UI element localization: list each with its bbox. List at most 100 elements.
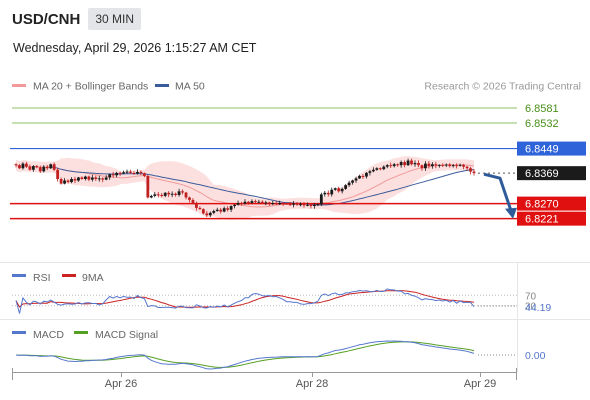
candle-body [195, 203, 198, 208]
last-price-tag [517, 166, 586, 181]
candle-body [424, 163, 427, 169]
interval-badge[interactable]: 30 MIN [88, 8, 142, 30]
candle-body [358, 175, 361, 179]
candle-body [451, 165, 455, 167]
candle-body [94, 177, 98, 179]
rsi-reference-label: 70 [525, 291, 537, 302]
candle-body [254, 201, 257, 203]
candle-body [83, 176, 87, 179]
candle-body [153, 194, 157, 196]
candle-body [21, 163, 25, 169]
candle-body [87, 176, 91, 180]
time-tick-label: Apr 28 [296, 378, 328, 390]
header-row: USD/CNH 30 MIN [12, 8, 142, 30]
candle-body [212, 210, 216, 213]
candle-body [340, 188, 344, 192]
candle-body [330, 189, 334, 195]
macd-legend-swatch [12, 331, 26, 334]
ma20-legend-swatch [12, 84, 26, 87]
candle-body [444, 164, 448, 166]
rsi-ma-line [15, 290, 475, 308]
candle-body [132, 172, 136, 174]
candle-body [129, 171, 132, 173]
last-price-label: 6.8369 [525, 168, 559, 180]
candle-body [347, 182, 351, 186]
candle-body [240, 202, 243, 204]
candle-body [28, 166, 32, 170]
candle-body [392, 164, 396, 167]
candle-body [201, 209, 205, 214]
level-label-green: 6.8532 [525, 118, 559, 130]
candle-body [66, 180, 70, 183]
candle-body [326, 192, 330, 195]
candle-body [52, 164, 56, 170]
candle-body [49, 164, 53, 169]
candle-body [437, 164, 441, 166]
candle-body [18, 165, 21, 169]
ma20-legend-label: MA 20 + Bollinger Bands [33, 81, 148, 93]
candle-body [285, 203, 289, 205]
candle-body [181, 191, 184, 193]
candle-body [139, 171, 143, 174]
candle-body [125, 171, 129, 173]
candle-body [243, 201, 247, 204]
candle-body [122, 172, 125, 174]
candle-body [465, 166, 469, 169]
candle-body [215, 209, 219, 211]
candle-body [191, 199, 195, 204]
candle-body [354, 178, 358, 181]
candle-body [31, 166, 35, 170]
candle-body [90, 177, 94, 180]
candle-body [413, 163, 417, 165]
candle-body [368, 171, 372, 173]
pivot-label: 6.8449 [525, 144, 559, 156]
candle-body [458, 164, 462, 166]
ma50-legend-swatch [155, 84, 169, 87]
credit-text: Research © 2026 Trading Central [424, 81, 581, 93]
candle-body [337, 188, 341, 192]
candle-body [118, 172, 122, 174]
candle-body [219, 209, 223, 212]
candle-body [288, 204, 292, 206]
time-tick-label: Apr 29 [464, 378, 496, 390]
candle-body [142, 173, 146, 176]
candle-body [104, 177, 108, 180]
target-label: 6.8270 [525, 199, 559, 211]
macd-line [15, 340, 475, 370]
candle-body [233, 204, 236, 207]
candle-body [396, 164, 400, 166]
candle-body [462, 164, 465, 167]
candle-body [406, 160, 410, 166]
candle-body [205, 213, 209, 216]
rsi-legend-swatch [12, 274, 26, 277]
candle-body [427, 163, 431, 167]
ma20-line [15, 164, 475, 208]
target-tag [517, 211, 586, 226]
candle-body [403, 162, 407, 166]
candle-body [163, 192, 167, 196]
target-label: 6.8221 [525, 214, 559, 226]
candle-body [361, 175, 365, 177]
candle-body [198, 207, 202, 210]
candle-body [264, 202, 268, 204]
candle-body [14, 164, 18, 166]
candle-body [45, 166, 49, 169]
candle-body [278, 202, 282, 205]
macd-legend-label: MACD [33, 329, 64, 341]
candle-body [365, 172, 368, 177]
bollinger-band [16, 156, 474, 220]
candle-body [184, 192, 188, 198]
rsi-line [15, 288, 475, 314]
candle-body [236, 202, 240, 205]
candle-body [111, 174, 115, 176]
candle-body [167, 192, 171, 195]
candle-body [38, 167, 42, 172]
candle-body [420, 165, 424, 169]
candle-body [77, 177, 80, 181]
candle-body [25, 163, 28, 167]
candle-body [312, 204, 316, 207]
candle-body [281, 202, 285, 204]
candle-body [80, 177, 84, 179]
candle-body [257, 201, 261, 203]
candle-body [271, 202, 275, 204]
